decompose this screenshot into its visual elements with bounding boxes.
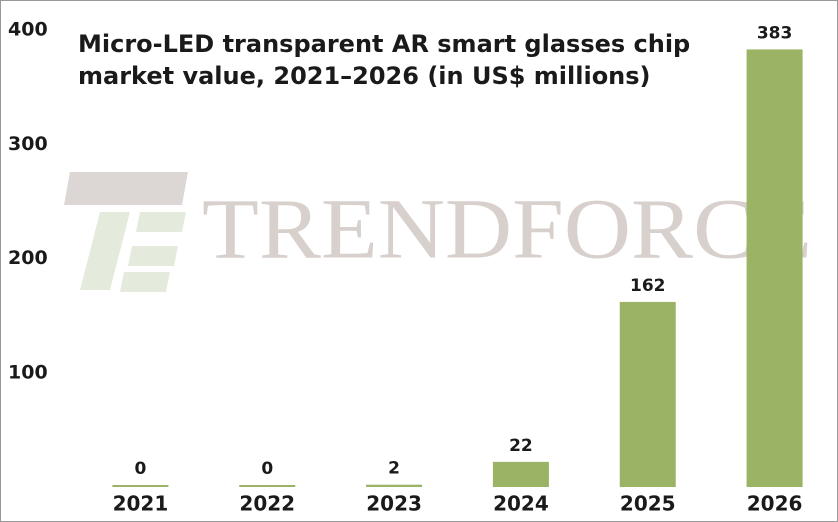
x-tick-label: 2021 — [113, 492, 169, 516]
watermark: TRENDFORCE — [202, 181, 812, 277]
bar — [492, 461, 549, 487]
y-tick-label: 300 — [8, 133, 48, 155]
bar — [239, 485, 296, 487]
chart-title: Micro-LED transparent AR smart glasses c… — [78, 30, 690, 58]
watermark-logo — [64, 172, 188, 292]
bar — [619, 301, 676, 487]
value-label: 2 — [388, 459, 400, 479]
chart-title: market value, 2021–2026 (in US$ millions… — [78, 62, 651, 90]
y-tick-label: 100 — [8, 361, 48, 383]
value-label: 0 — [134, 459, 146, 479]
x-tick-label: 2023 — [366, 492, 422, 516]
y-tick-label: 200 — [8, 247, 48, 269]
x-tick-label: 2024 — [493, 492, 549, 516]
value-label: 162 — [630, 276, 666, 296]
x-tick-label: 2026 — [747, 492, 803, 516]
bar — [746, 49, 803, 488]
bar — [366, 484, 423, 487]
value-label: 0 — [261, 459, 273, 479]
value-label: 383 — [757, 23, 793, 43]
y-tick-label: 400 — [8, 19, 48, 41]
x-tick-label: 2025 — [620, 492, 676, 516]
bar — [112, 485, 169, 487]
x-tick-label: 2022 — [239, 492, 295, 516]
value-label: 22 — [509, 436, 533, 456]
